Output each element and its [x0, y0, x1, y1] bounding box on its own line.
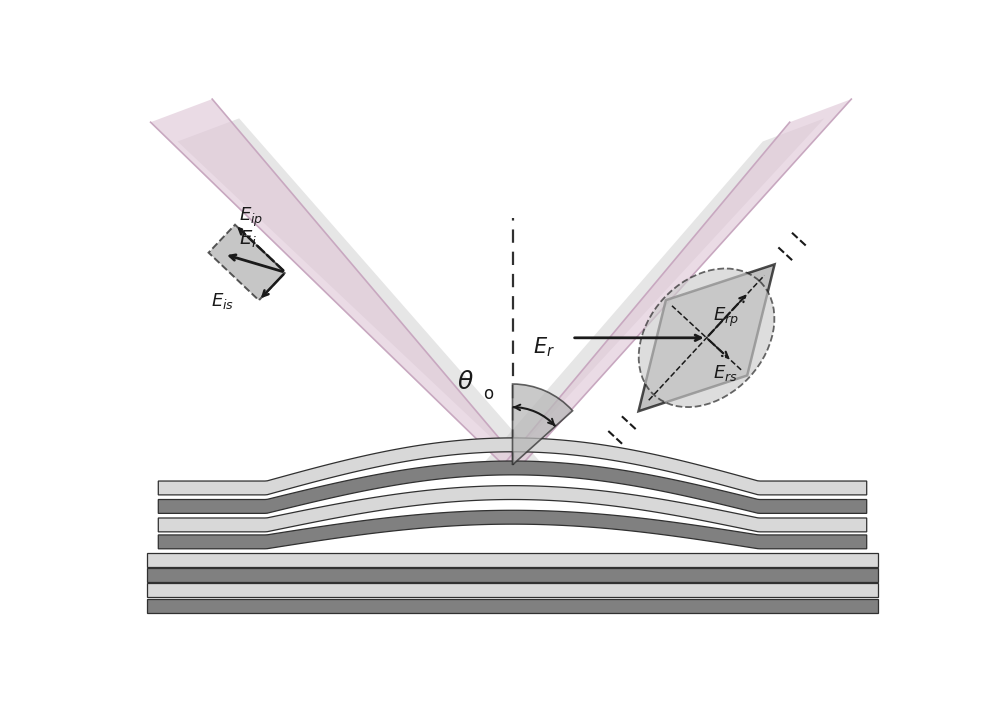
- Text: o: o: [483, 385, 493, 403]
- Polygon shape: [209, 225, 285, 301]
- Polygon shape: [639, 265, 775, 411]
- Polygon shape: [178, 118, 539, 465]
- Polygon shape: [486, 118, 824, 465]
- Bar: [147, 553, 878, 567]
- Bar: [147, 599, 878, 612]
- Polygon shape: [503, 99, 851, 465]
- Polygon shape: [158, 510, 867, 549]
- Text: $E_{ip}$: $E_{ip}$: [239, 206, 263, 229]
- Text: $E_{rs}$: $E_{rs}$: [713, 363, 738, 383]
- Text: $\theta$: $\theta$: [457, 370, 474, 394]
- Text: $E_r$: $E_r$: [533, 335, 555, 359]
- Wedge shape: [512, 384, 573, 465]
- Bar: [147, 568, 878, 582]
- Polygon shape: [158, 461, 867, 513]
- Polygon shape: [151, 99, 522, 465]
- Text: $E_{rp}$: $E_{rp}$: [713, 306, 739, 329]
- Text: $E_i$: $E_i$: [239, 229, 257, 250]
- Text: $E_{is}$: $E_{is}$: [211, 291, 234, 311]
- Ellipse shape: [639, 268, 774, 407]
- Bar: [147, 584, 878, 597]
- Polygon shape: [158, 438, 867, 495]
- Polygon shape: [158, 486, 867, 532]
